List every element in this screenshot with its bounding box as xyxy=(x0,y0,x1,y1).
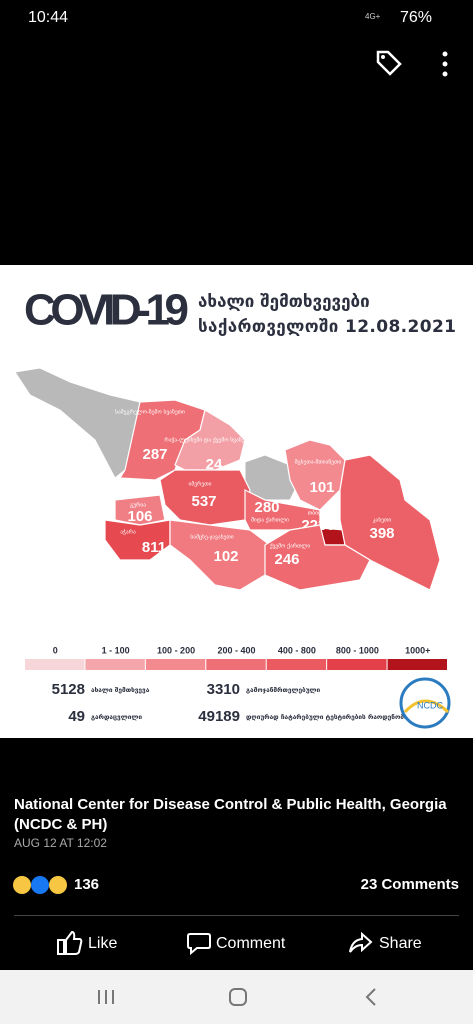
stat-value: 3310 xyxy=(207,681,240,698)
region xyxy=(104,519,171,561)
region-value: 398 xyxy=(369,525,394,542)
status-network: 4G+ xyxy=(365,12,381,21)
like-button[interactable]: Like xyxy=(88,935,118,952)
region-name: ქვემო ქართლი xyxy=(270,543,311,550)
tag-dot xyxy=(381,55,385,59)
divider xyxy=(14,915,459,916)
legend-swatch xyxy=(387,659,447,670)
home-button[interactable] xyxy=(229,988,247,1006)
region-value: 24 xyxy=(206,456,223,473)
tag-icon[interactable] xyxy=(376,50,402,76)
region-value: 102 xyxy=(213,548,238,565)
logo-text: NCDC xyxy=(417,700,443,710)
legend-swatch xyxy=(25,659,85,670)
comment-count[interactable]: 23 Comments xyxy=(360,876,459,893)
legend-label: 800 - 1000 xyxy=(336,645,379,655)
region-value: 811 xyxy=(142,539,166,556)
region-name: გურია xyxy=(130,502,146,509)
region-value: 101 xyxy=(309,479,334,496)
share-icon xyxy=(349,931,373,953)
legend-label: 400 - 800 xyxy=(278,645,316,655)
region xyxy=(169,519,271,591)
region-name: სამცხე-ჯავახეთი xyxy=(190,534,233,541)
logo: NCDC xyxy=(399,677,451,729)
stat-label: დღიურად ჩატარებული ტესტირების რაოდენობა xyxy=(246,713,408,721)
nav-bar xyxy=(0,970,473,1024)
region-value: 287 xyxy=(142,446,167,463)
stat-value: 49 xyxy=(68,708,85,725)
reaction-count[interactable]: 136 xyxy=(74,876,100,893)
menu-icon[interactable] xyxy=(442,51,448,77)
post-author[interactable]: National Center for Disease Control & Pu… xyxy=(14,796,447,833)
like-icon xyxy=(57,930,83,955)
stat-label: ახალი შემთხვევა xyxy=(91,686,150,694)
image-title: COVID-19 xyxy=(24,286,189,335)
stat-value: 5128 xyxy=(52,681,85,698)
region-value: 106 xyxy=(127,508,152,525)
legend-label: 200 - 400 xyxy=(217,645,255,655)
reaction-icons[interactable] xyxy=(12,874,72,896)
status-battery: 76% xyxy=(400,9,433,26)
region-name: მცხეთა-მთიანეთი xyxy=(295,459,342,466)
legend-swatch xyxy=(145,659,206,670)
post-image[interactable]: COVID-19 ახალი შემთხვევები საქართველოში … xyxy=(0,265,473,738)
comment-button[interactable]: Comment xyxy=(216,935,286,952)
region-name: აჭარა xyxy=(120,529,136,536)
region xyxy=(339,454,441,591)
post-time: AUG 12 AT 12:02 xyxy=(14,836,107,850)
status-time: 10:44 xyxy=(28,9,69,26)
region-name: კახეთი xyxy=(373,517,392,524)
region-value: 280 xyxy=(254,499,279,516)
stat-value: 49189 xyxy=(198,708,240,725)
recents-button[interactable] xyxy=(98,990,114,1004)
region xyxy=(264,524,371,591)
image-subtitle: ახალი შემთხვევები xyxy=(198,292,370,312)
region-name: სამეგრელო-ზემო სვანეთი xyxy=(115,409,185,416)
action-icons xyxy=(57,930,373,956)
legend-swatch xyxy=(85,659,145,670)
legend-label: 100 - 200 xyxy=(157,645,195,655)
top-icons xyxy=(376,50,448,77)
comment-icon xyxy=(187,933,211,956)
stat-label: გარდაცვლილი xyxy=(91,713,142,721)
share-button[interactable]: Share xyxy=(379,935,422,952)
legend-swatch xyxy=(206,659,266,670)
region-value: 537 xyxy=(191,493,216,510)
legend-label: 1000+ xyxy=(405,645,430,655)
legend-swatch xyxy=(327,659,387,670)
region-name: თბილისი xyxy=(308,510,333,517)
region-value: 246 xyxy=(274,551,299,568)
region-name: იმერეთი xyxy=(189,481,212,488)
stat-label: გამოჯანმრთელებული xyxy=(246,686,321,694)
region-name: შიდა ქართლი xyxy=(251,517,289,524)
legend-label: 1 - 100 xyxy=(102,645,130,655)
image-subtitle: საქართველოში 12.08.2021 xyxy=(198,317,456,337)
back-button[interactable] xyxy=(365,988,376,1006)
legend-label: 0 xyxy=(53,645,58,655)
region-name: რაჭა-ლეჩხუმი და ქვემო სვანეთი xyxy=(164,437,252,444)
legend-swatch xyxy=(266,659,327,670)
